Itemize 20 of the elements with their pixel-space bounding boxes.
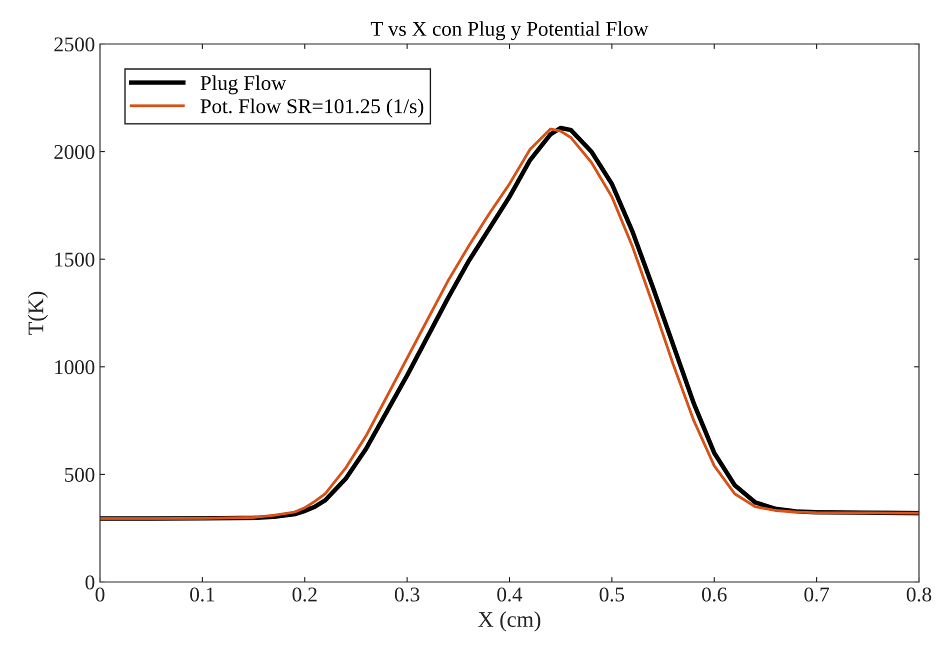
chart-title: T vs X con Plug y Potential Flow <box>370 21 648 40</box>
y-tick-label: 1000 <box>55 360 94 374</box>
x-tick-label: 0.7 <box>804 587 830 602</box>
x-tick-label: 0.1 <box>190 587 214 602</box>
y-axis-title: T(K) <box>28 292 48 335</box>
legend-label: Pot. Flow SR=101.25 (1/s) <box>200 98 424 118</box>
y-tick-label: 500 <box>65 468 94 482</box>
x-tick-label: 0.6 <box>702 587 727 602</box>
x-tick-label: 0.5 <box>600 587 624 602</box>
x-tick-label: 0.4 <box>497 587 522 602</box>
y-tick-label: 2500 <box>54 37 94 52</box>
x-axis-title: X (cm) <box>478 611 540 632</box>
x-tick-label: 0.3 <box>394 587 420 602</box>
x-tick-label: 0.2 <box>292 587 317 602</box>
x-tick-label: 0 <box>96 587 104 602</box>
y-tick-label: 2000 <box>54 144 94 160</box>
y-tick-label: 0 <box>86 575 94 590</box>
y-tick-label: 1500 <box>55 252 94 267</box>
legend-label: Plug Flow <box>200 75 286 94</box>
x-tick-label: 0.8 <box>906 587 932 602</box>
